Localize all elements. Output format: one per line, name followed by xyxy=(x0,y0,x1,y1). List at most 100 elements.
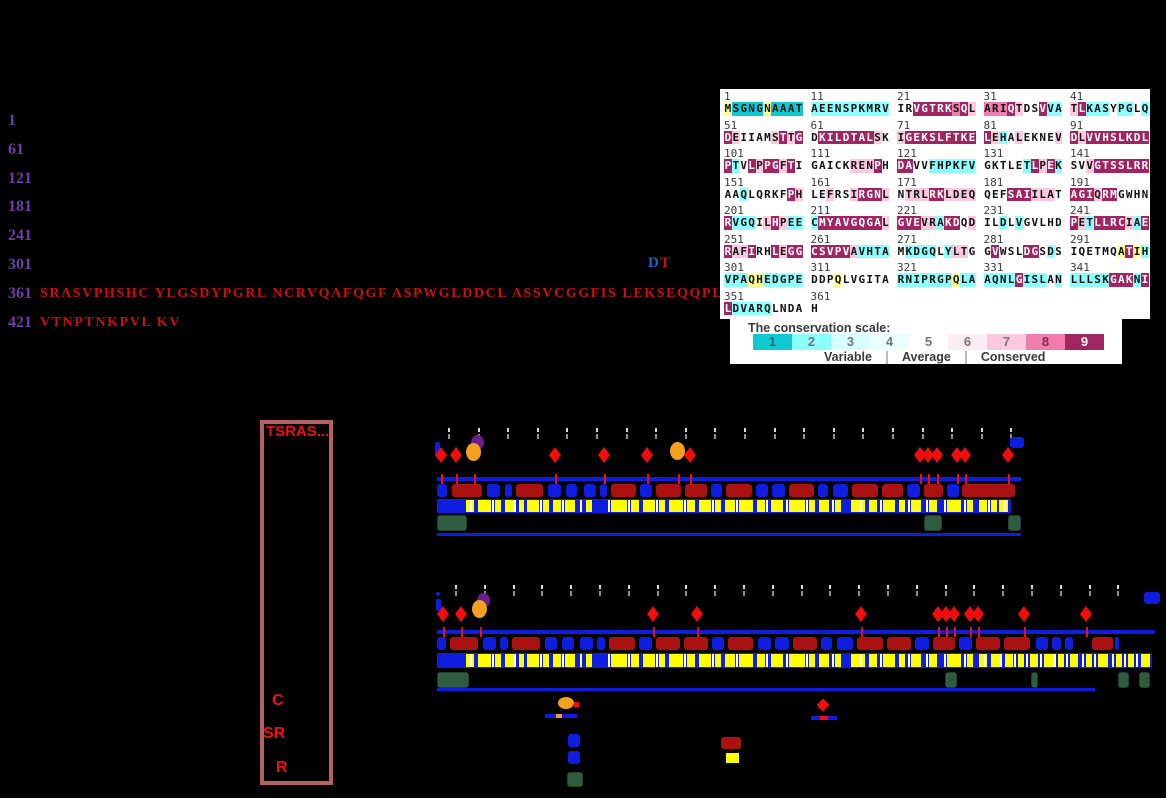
mutation-position-tick xyxy=(653,627,655,637)
bottom-red-diamond xyxy=(816,698,830,712)
consurf-residue: N xyxy=(904,273,913,287)
ruler-tick xyxy=(771,591,774,596)
consurf-residue: G xyxy=(857,273,866,287)
domain-block-blue xyxy=(1036,637,1048,650)
consurf-residue: L xyxy=(724,301,732,315)
ruler-tick xyxy=(1088,591,1091,596)
domain-block-blue xyxy=(437,484,447,497)
exon-stripe-white xyxy=(766,500,768,512)
consurf-residue: K xyxy=(881,130,890,144)
mutation-position-tick xyxy=(1024,627,1026,637)
domain-block-blue xyxy=(1052,637,1061,650)
exon-stripe-white xyxy=(628,500,630,512)
consurf-residue: G xyxy=(1093,159,1102,173)
domain-block-red xyxy=(452,484,482,497)
exon-stripe-white xyxy=(926,654,928,667)
exon-stripe-white xyxy=(964,500,966,512)
exon-segment-yellow xyxy=(543,654,549,667)
consurf-residue: L xyxy=(1070,273,1078,287)
consurf-residue: E xyxy=(826,102,835,116)
mutation-position-tick xyxy=(928,474,930,484)
consurf-residue: E xyxy=(1046,159,1055,173)
consurf-residue: K xyxy=(771,187,780,201)
consurf-residue: R xyxy=(1109,216,1118,230)
ruler-tick xyxy=(892,428,894,432)
consurf-residue: V xyxy=(739,159,748,173)
exon-segment-yellow xyxy=(631,500,639,512)
consurf-residue: T xyxy=(787,130,796,144)
consurf-residue: E xyxy=(1046,130,1055,144)
domain-block-blue xyxy=(837,637,853,650)
conservation-scale-cell: 1 xyxy=(753,334,792,350)
ruler-tick xyxy=(980,428,983,432)
consurf-residue: P xyxy=(724,159,732,173)
consurf-residue: Q xyxy=(968,187,976,201)
consurf-residue: R xyxy=(857,187,866,201)
consurf-residue: T xyxy=(873,244,882,258)
consurf-residue: A xyxy=(1070,187,1078,201)
consurf-residue: E xyxy=(795,216,803,230)
consurf-residue: M xyxy=(865,102,874,116)
consurf-residue: H xyxy=(755,273,764,287)
exon-segment-yellow xyxy=(715,654,721,667)
exon-segment-yellow xyxy=(967,500,973,512)
domain-block-red xyxy=(726,484,752,497)
consurf-residue: P xyxy=(1117,102,1126,116)
consurf-residue: M xyxy=(897,244,905,258)
consurf-residue: E xyxy=(1085,244,1094,258)
consurf-block-number: 101 xyxy=(724,147,744,160)
consurf-residue: H xyxy=(881,159,890,173)
ruler-tick xyxy=(627,591,630,596)
consurf-residue: L xyxy=(1133,102,1142,116)
consurf-residue: S xyxy=(1054,244,1063,258)
exon-segment-yellow xyxy=(643,654,655,667)
consurf-residue: Y xyxy=(1109,102,1118,116)
domain-block-blue xyxy=(600,484,607,497)
consurf-residue: R xyxy=(1133,159,1142,173)
exon-segment-yellow xyxy=(699,500,711,512)
domain-block-red xyxy=(933,637,955,650)
consurf-block-number: 341 xyxy=(1070,261,1090,274)
exon-segment-yellow xyxy=(543,500,549,512)
consurf-block-number: 181 xyxy=(983,175,1004,189)
consurf-residue: V xyxy=(1015,216,1023,230)
exon-segment-yellow xyxy=(899,654,905,667)
consurf-residue: N xyxy=(779,301,788,315)
domain-block-blue xyxy=(712,637,724,650)
ruler-tick xyxy=(832,428,835,432)
consurf-residue: N xyxy=(897,187,905,201)
consurf-residue: N xyxy=(1054,273,1063,287)
exon-stripe-white xyxy=(964,654,966,667)
exon-segment-yellow xyxy=(495,654,501,667)
consurf-residue: K xyxy=(818,130,827,144)
consurf-residue: L xyxy=(920,187,929,201)
sequence-row-text: SRASVPHSHC YLGSDYPGRL NCRVQAFQGF ASPWGLD… xyxy=(40,286,735,301)
consurf-residue: I xyxy=(865,273,874,287)
ruler-tick xyxy=(803,428,806,432)
consurf-residue: R xyxy=(928,273,937,287)
consurf-block-number: 211 xyxy=(810,204,831,217)
consurf-residue: L xyxy=(1077,102,1086,116)
mutation-diamond xyxy=(914,447,926,463)
exon-segment-yellow xyxy=(1030,654,1038,667)
exon-segment-yellow xyxy=(725,500,735,512)
consurf-residue: L xyxy=(991,216,1000,230)
exon-segment-yellow xyxy=(687,654,695,667)
conservation-scale-cell: 6 xyxy=(948,334,987,350)
consurf-residue: L xyxy=(834,130,843,144)
exon-stripe-white xyxy=(562,500,564,512)
ruler-tick xyxy=(887,585,889,589)
consurf-residue: A xyxy=(936,216,945,230)
exon-segment-yellow xyxy=(979,654,987,667)
consurf-residue: E xyxy=(818,187,827,201)
consurf-residue: S xyxy=(928,130,937,144)
consurf-residue: I xyxy=(1030,187,1039,201)
exon-stripe-white xyxy=(562,654,564,667)
consurf-residue: R xyxy=(991,102,1000,116)
consurf-residue: T xyxy=(795,102,803,116)
